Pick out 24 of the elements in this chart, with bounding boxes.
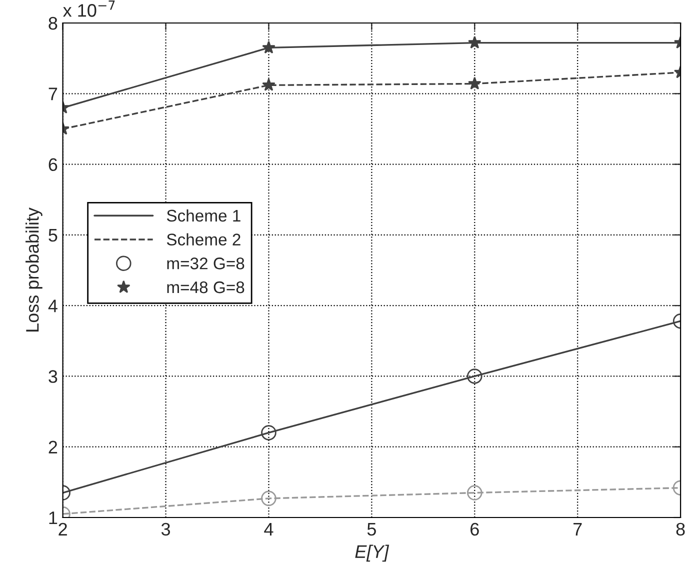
- y-tick-label: 6: [48, 158, 58, 172]
- text: x 10$^{−7}$: [63, 0, 115, 17]
- y-tick-label: 5: [48, 229, 58, 242]
- y-tick-label: 8: [48, 16, 58, 30]
- y-tick-label: 4: [48, 300, 58, 312]
- y-axis-title: Loss probability: [26, 208, 42, 332]
- legend-label: Scheme 2: [166, 233, 240, 246]
- y-tick-label: 3: [48, 370, 58, 383]
- x-tick-label: 8: [676, 522, 685, 536]
- legend-label: m=48 G=8: [167, 281, 244, 294]
- x-tick-label: 5: [367, 523, 376, 536]
- x-tick-label: 4: [264, 523, 274, 536]
- x-tick-label: 2: [58, 522, 67, 536]
- legend-label: Scheme 1: [166, 209, 240, 222]
- point: [261, 490, 276, 506]
- x-tick-label: 7: [574, 523, 582, 536]
- x-axis-title: E[Y]: [355, 544, 390, 562]
- legend-label: m=32 G=8: [167, 258, 244, 270]
- y-tick-label: 7: [48, 88, 58, 100]
- y-tick-label: 2: [48, 440, 58, 454]
- x-tick-label: 6: [470, 522, 479, 536]
- y-tick-label: 1: [49, 512, 58, 524]
- x-tick-label: 3: [161, 522, 170, 536]
- point: [467, 485, 482, 500]
